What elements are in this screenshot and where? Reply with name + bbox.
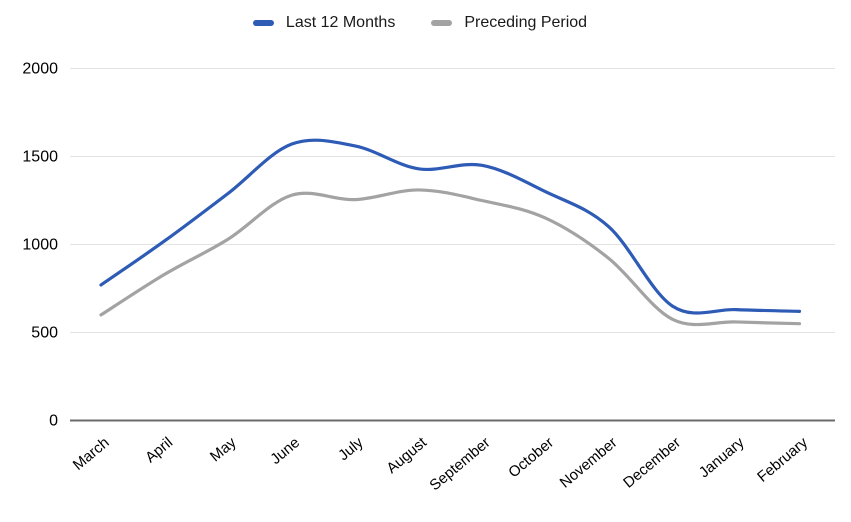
x-axis-tick-label: April — [142, 434, 176, 466]
x-axis-tick-label: December — [620, 434, 684, 492]
y-axis-tick-label: 0 — [49, 413, 58, 430]
legend-label-preceding-period: Preceding Period — [464, 14, 588, 31]
y-axis-tick-label: 2000 — [22, 61, 58, 78]
x-axis-tick-label: November — [557, 434, 621, 492]
x-axis-tick-label: January — [696, 434, 748, 482]
y-axis-tick-label: 1500 — [22, 149, 58, 166]
chart-legend: Last 12 Months Preceding Period — [0, 14, 840, 32]
x-axis-tick-label: July — [335, 434, 367, 464]
series-line-last-12-months — [99, 138, 802, 315]
x-axis-tick-label: September — [426, 434, 493, 494]
x-axis-tick-label: August — [383, 434, 430, 478]
y-axis-tick-label: 1000 — [22, 237, 58, 254]
x-axis-tick-label: March — [70, 434, 113, 474]
x-axis-tick-label: May — [207, 434, 240, 466]
series-line-preceding-period — [99, 188, 802, 327]
legend-swatch-last-12-months-icon — [252, 20, 274, 26]
x-axis-tick-label: February — [754, 434, 811, 486]
legend-item-preceding-period[interactable]: Preceding Period — [431, 14, 587, 32]
y-axis-tick-label: 500 — [31, 325, 58, 342]
legend-swatch-preceding-period-icon — [431, 20, 453, 26]
legend-item-last-12-months[interactable]: Last 12 Months — [252, 14, 396, 32]
x-axis-tick-label: October — [505, 434, 557, 481]
legend-label-last-12-months: Last 12 Months — [285, 14, 396, 31]
x-axis-tick-label: June — [267, 434, 303, 468]
